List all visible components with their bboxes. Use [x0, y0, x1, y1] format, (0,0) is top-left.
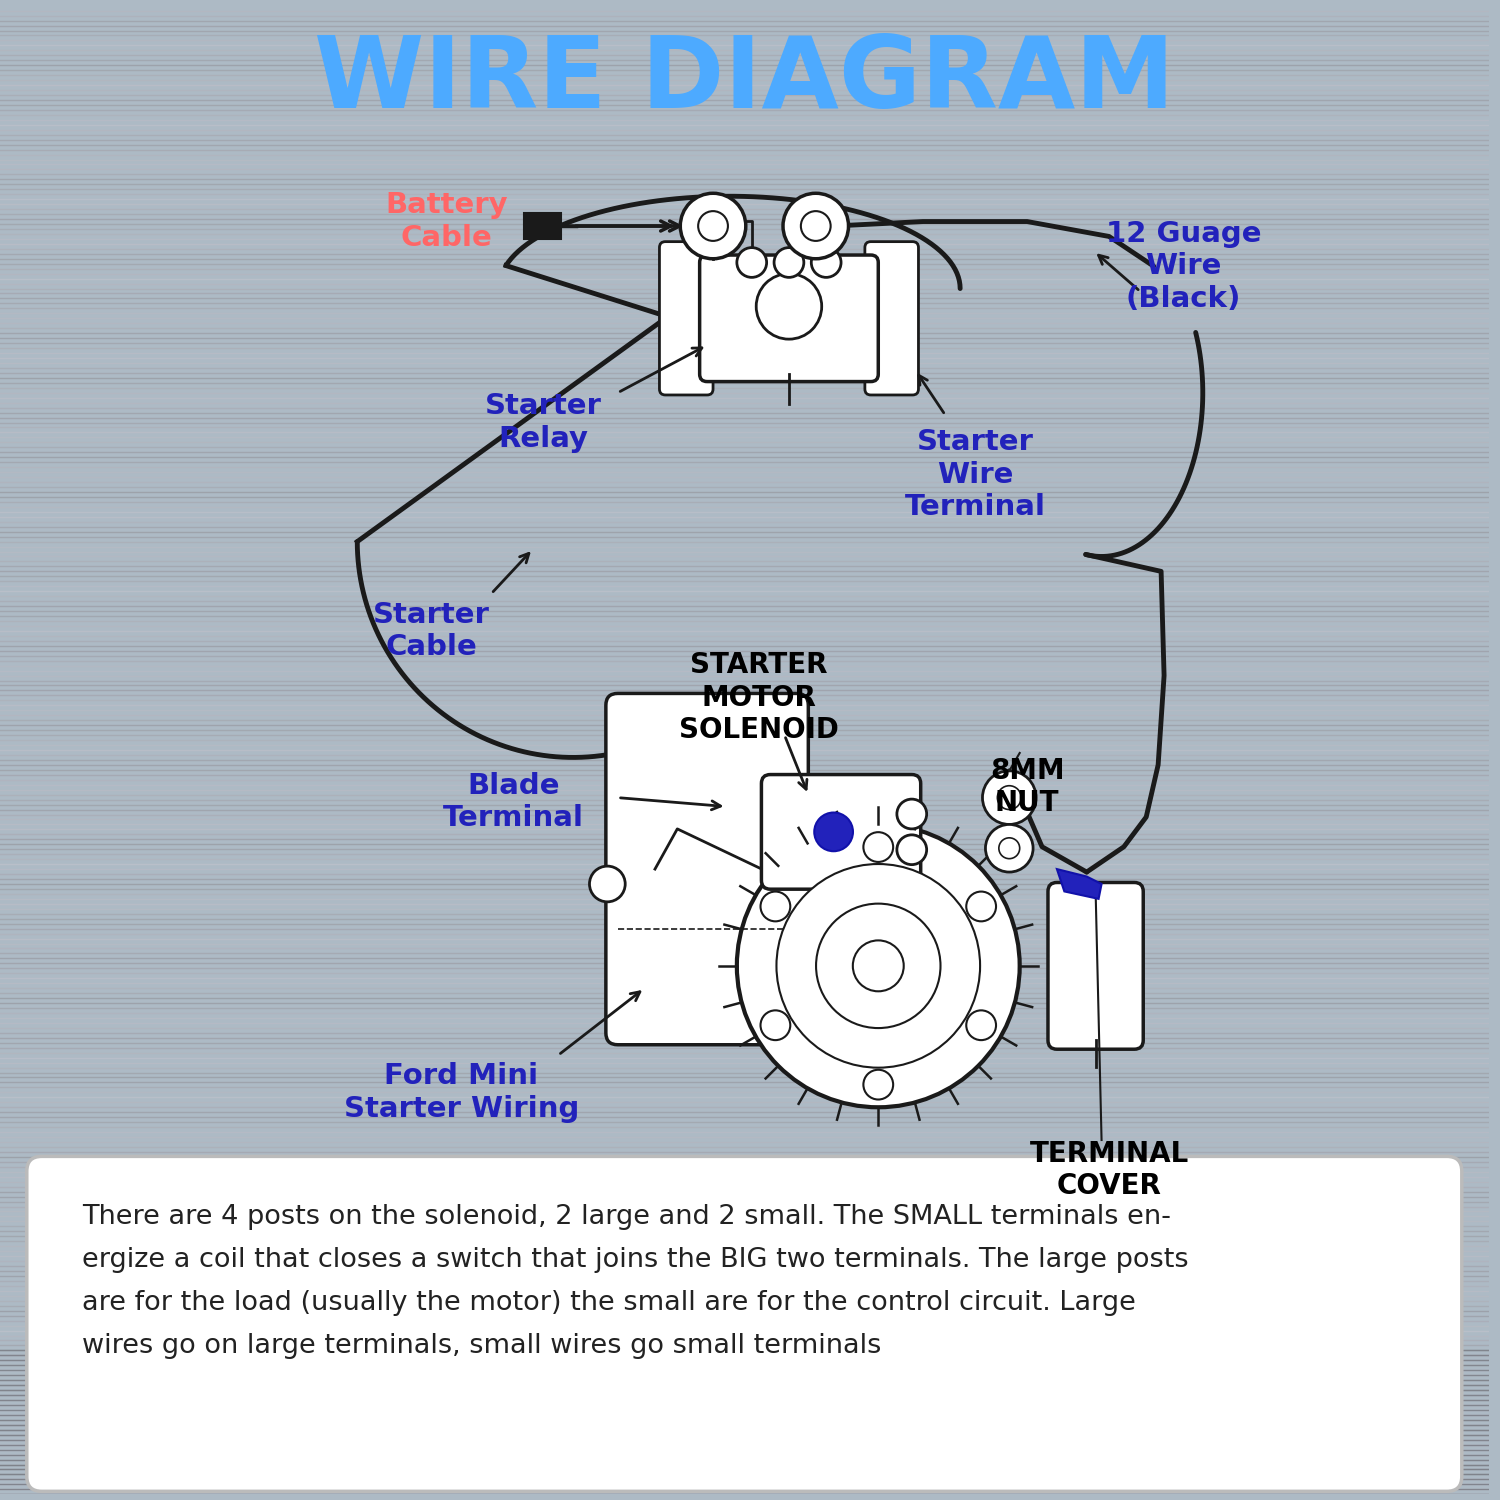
Text: STARTER
MOTOR
SOLENOID: STARTER MOTOR SOLENOID: [680, 651, 838, 744]
Circle shape: [760, 891, 790, 921]
Circle shape: [698, 211, 728, 242]
Circle shape: [777, 864, 980, 1068]
Circle shape: [998, 786, 1022, 810]
FancyBboxPatch shape: [1048, 882, 1143, 1048]
Polygon shape: [1058, 868, 1101, 898]
Circle shape: [736, 248, 766, 278]
Text: 8MM
NUT: 8MM NUT: [990, 758, 1065, 818]
Circle shape: [966, 1011, 996, 1040]
Text: TERMINAL
COVER: TERMINAL COVER: [1029, 1140, 1188, 1200]
Circle shape: [864, 833, 892, 862]
Circle shape: [801, 211, 831, 242]
Circle shape: [812, 248, 842, 278]
Circle shape: [815, 813, 854, 850]
Text: Starter
Wire
Terminal: Starter Wire Terminal: [904, 427, 1046, 520]
Circle shape: [966, 891, 996, 921]
Circle shape: [756, 273, 822, 339]
Circle shape: [897, 836, 927, 864]
Circle shape: [864, 1070, 892, 1100]
FancyBboxPatch shape: [660, 242, 712, 394]
Circle shape: [590, 865, 626, 901]
FancyBboxPatch shape: [606, 693, 808, 1044]
Text: Starter
Cable: Starter Cable: [374, 600, 490, 662]
Circle shape: [816, 903, 940, 1028]
FancyBboxPatch shape: [762, 774, 921, 890]
FancyBboxPatch shape: [699, 255, 879, 381]
Circle shape: [774, 248, 804, 278]
Text: There are 4 posts on the solenoid, 2 large and 2 small. The SMALL terminals en-
: There are 4 posts on the solenoid, 2 lar…: [82, 1204, 1188, 1359]
Circle shape: [736, 825, 1020, 1107]
Bar: [524, 213, 561, 240]
Text: 12 Guage
Wire
(Black): 12 Guage Wire (Black): [1106, 220, 1262, 312]
Text: Starter
Relay: Starter Relay: [484, 393, 602, 453]
Circle shape: [897, 800, 927, 830]
Circle shape: [681, 194, 746, 260]
Circle shape: [986, 825, 1033, 872]
Circle shape: [982, 771, 1036, 825]
Text: Battery
Cable: Battery Cable: [386, 192, 508, 252]
FancyBboxPatch shape: [865, 242, 918, 394]
Circle shape: [783, 194, 849, 260]
Text: Blade
Terminal: Blade Terminal: [442, 772, 584, 832]
Text: WIRE DIAGRAM: WIRE DIAGRAM: [314, 32, 1174, 129]
Circle shape: [760, 1011, 790, 1040]
Text: Ford Mini
Starter Wiring: Ford Mini Starter Wiring: [344, 1062, 579, 1122]
Circle shape: [999, 839, 1020, 858]
FancyBboxPatch shape: [27, 1156, 1462, 1491]
Circle shape: [853, 940, 903, 992]
